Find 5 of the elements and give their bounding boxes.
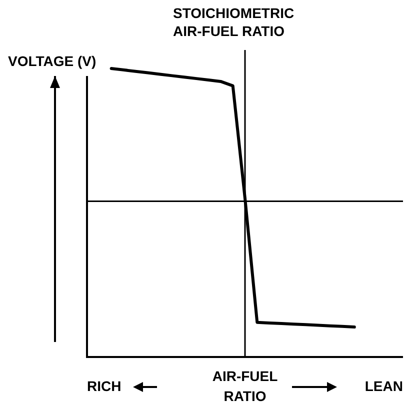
text: RICH <box>87 378 122 394</box>
y-axis-title: VOLTAGE (V) <box>8 52 96 69</box>
text: STOICHIOMETRIC AIR-FUEL RATIO <box>173 4 294 39</box>
text: LEAN <box>364 378 403 394</box>
x-axis-title: AIR-FUEL RATIO <box>212 368 278 404</box>
